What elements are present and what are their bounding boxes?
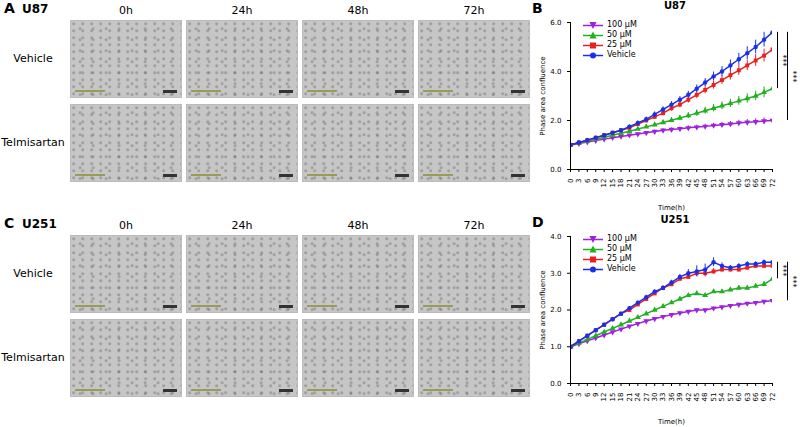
svg-text:9: 9 [592, 179, 600, 183]
svg-text:***: *** [778, 264, 787, 276]
svg-text:45: 45 [693, 179, 701, 188]
html-text:25 μM: 25 μM [607, 40, 632, 49]
html-text:0h: 0h [119, 219, 133, 232]
html-text:48h: 48h [347, 4, 369, 17]
svg-text:4.0: 4.0 [550, 68, 561, 76]
html-text:Vehicle: Vehicle [607, 50, 636, 59]
svg-text:72: 72 [769, 179, 777, 188]
svg-text:15: 15 [609, 393, 617, 402]
svg-text:45: 45 [693, 393, 701, 402]
svg-text:57: 57 [727, 393, 735, 402]
svg-text:0: 0 [567, 393, 575, 397]
svg-text:9: 9 [592, 393, 600, 397]
svg-text:30: 30 [651, 393, 659, 402]
html-text:50 μM: 50 μM [607, 244, 632, 253]
svg-text:60: 60 [735, 393, 743, 402]
svg-text:Phase area confluence: Phase area confluence [539, 56, 547, 135]
svg-text:72: 72 [769, 393, 777, 402]
html-text:50 μM: 50 μM [607, 30, 632, 39]
svg-text:Time(h): Time(h) [657, 204, 685, 212]
html-text:Telmisartan: Telmisartan [1, 351, 65, 364]
svg-text:0.0: 0.0 [550, 166, 561, 174]
svg-text:21: 21 [626, 393, 634, 402]
svg-text:42: 42 [685, 393, 693, 402]
html-text:U251: U251 [22, 217, 57, 231]
svg-text:12: 12 [600, 393, 608, 402]
html-text:100 μM: 100 μM [607, 20, 637, 29]
html-text:Vehicle: Vehicle [607, 264, 636, 273]
html-text:Vehicle: Vehicle [13, 52, 53, 65]
svg-text:57: 57 [727, 179, 735, 188]
svg-text:0.0: 0.0 [550, 380, 561, 388]
html-text:48h: 48h [347, 219, 369, 232]
svg-text:27: 27 [642, 393, 650, 402]
svg-text:63: 63 [743, 393, 751, 402]
svg-text:6.0: 6.0 [550, 19, 561, 27]
svg-text:51: 51 [710, 179, 718, 188]
svg-text:6: 6 [584, 178, 592, 183]
svg-text:42: 42 [685, 179, 693, 188]
svg-text:12: 12 [600, 179, 608, 188]
html-text:U87: U87 [664, 0, 686, 11]
svg-text:2.0: 2.0 [550, 306, 561, 314]
svg-text:1.0: 1.0 [550, 343, 561, 351]
html-text:U251: U251 [660, 214, 690, 225]
html-text:A: A [4, 0, 15, 16]
svg-text:3.0: 3.0 [550, 269, 561, 277]
svg-text:15: 15 [609, 179, 617, 188]
svg-text:36: 36 [668, 392, 676, 401]
svg-text:69: 69 [760, 393, 768, 402]
svg-text:18: 18 [617, 393, 625, 402]
html-text:0h: 0h [119, 4, 133, 17]
svg-text:18: 18 [617, 179, 625, 188]
svg-text:3: 3 [575, 393, 583, 397]
html-text:72h: 72h [463, 4, 485, 17]
svg-text:24: 24 [634, 392, 642, 401]
svg-text:54: 54 [718, 178, 726, 187]
svg-text:3: 3 [575, 179, 583, 183]
svg-text:51: 51 [710, 393, 718, 402]
html-text:D: D [532, 214, 544, 230]
html-text:25 μM: 25 μM [607, 254, 632, 263]
html-text:100 μM: 100 μM [607, 234, 637, 243]
svg-text:48: 48 [701, 393, 709, 402]
svg-text:30: 30 [651, 179, 659, 188]
html-text:72h: 72h [463, 219, 485, 232]
svg-text:6: 6 [584, 392, 592, 397]
svg-text:54: 54 [718, 392, 726, 401]
svg-text:4.0: 4.0 [550, 233, 561, 241]
svg-text:21: 21 [626, 179, 634, 188]
svg-text:66: 66 [752, 178, 760, 187]
html-text:24h: 24h [231, 219, 253, 232]
svg-text:Time(h): Time(h) [657, 418, 685, 426]
svg-text:39: 39 [676, 393, 684, 402]
svg-text:36: 36 [668, 178, 676, 187]
svg-text:60: 60 [735, 179, 743, 188]
svg-text:2.0: 2.0 [550, 117, 561, 125]
svg-text:63: 63 [743, 179, 751, 188]
svg-text:***: *** [778, 54, 787, 66]
svg-text:39: 39 [676, 179, 684, 188]
svg-text:***: *** [788, 70, 797, 82]
html-text:Vehicle: Vehicle [13, 267, 53, 280]
html-text:Telmisartan: Telmisartan [1, 136, 65, 149]
html-text:C: C [4, 215, 15, 231]
svg-text:69: 69 [760, 179, 768, 188]
svg-text:33: 33 [659, 393, 667, 402]
html-text:B: B [532, 0, 543, 16]
svg-text:27: 27 [642, 179, 650, 188]
html-text:24h: 24h [231, 4, 253, 17]
svg-text:***: *** [788, 276, 797, 288]
svg-text:Phase area confluence: Phase area confluence [539, 270, 547, 349]
svg-text:66: 66 [752, 392, 760, 401]
svg-text:33: 33 [659, 179, 667, 188]
svg-text:24: 24 [634, 178, 642, 187]
svg-text:48: 48 [701, 179, 709, 188]
svg-text:0: 0 [567, 179, 575, 183]
html-text:U87: U87 [22, 2, 49, 16]
